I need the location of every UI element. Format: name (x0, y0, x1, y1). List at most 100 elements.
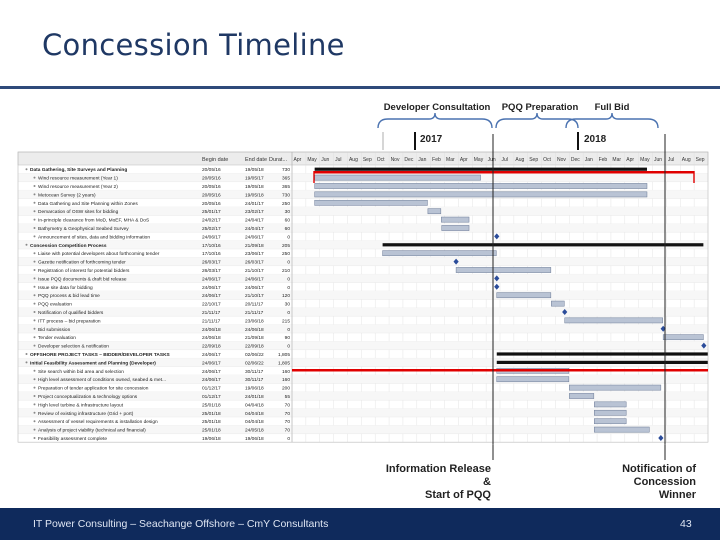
task-end-date: 04/04/18 (245, 411, 264, 417)
task-name: Notification of qualified bidders (38, 310, 104, 316)
milestone-marker (660, 325, 666, 332)
task-bullet (33, 277, 36, 280)
task-begin-date: 20/05/16 (202, 192, 221, 198)
task-bar (662, 334, 704, 341)
footer-text: IT Power Consulting – Seachange Offshore… (33, 518, 329, 530)
task-bar (496, 292, 552, 299)
task-end-date: 23/06/17 (245, 251, 264, 257)
task-name: Concession Competition Process (30, 243, 107, 249)
task-name: Bathymetry & Geophysical Seabed Survey (38, 226, 129, 232)
task-duration: 70 (285, 402, 291, 408)
task-begin-date: 24/06/17 (202, 276, 221, 282)
gantt-table: Begin date End date Durat... Apr May Jun Jul Au… (17, 134, 709, 460)
milestone-left-line2: Start of PQQ (424, 489, 491, 501)
task-bar (594, 426, 650, 433)
task-begin-date: 26/03/17 (202, 260, 221, 266)
task-end-date: 02/06/22 (245, 360, 264, 366)
task-duration: 70 (285, 419, 291, 425)
gantt-frame (17, 151, 709, 443)
task-bullet (25, 353, 28, 355)
year-label-2018: 2018 (584, 134, 607, 145)
task-duration: 30 (285, 209, 291, 215)
task-bar (441, 216, 470, 223)
milestone-right-line1: Notification of (622, 463, 696, 475)
month-label: May (474, 157, 484, 163)
task-end-date: 19/05/17 (245, 176, 264, 182)
task-bullet (33, 269, 36, 271)
month-label: Apr (294, 157, 302, 163)
task-end-date: 19/05/18 (245, 192, 264, 198)
task-duration: 60 (285, 218, 291, 224)
milestone-marker (494, 275, 500, 282)
task-bullet (33, 369, 36, 372)
task-begin-date: 19/06/18 (202, 436, 221, 442)
month-label: Sep (529, 157, 538, 163)
task-name: Liaise with potential developers about f… (38, 251, 160, 257)
task-begin-date: 25/01/18 (202, 428, 221, 434)
task-end-date: 04/04/18 (245, 419, 264, 425)
task-duration: 0 (287, 234, 290, 240)
task-begin-date: 24/06/17 (202, 352, 221, 358)
task-bullet (33, 386, 36, 389)
task-duration: 205 (282, 243, 290, 249)
milestone-concession-winner-label: Notification of Concession Winner (596, 463, 696, 502)
task-begin-date: 24/06/17 (202, 377, 221, 383)
task-name: ITT process – bid preparation (38, 318, 101, 324)
task-bullet (33, 302, 36, 305)
task-name: Wind resource measurement (Year 1) (38, 176, 118, 182)
task-end-date: 24/06/17 (245, 276, 264, 282)
row-stripe (18, 375, 708, 384)
task-bar (569, 393, 595, 399)
month-label: Nov (557, 157, 566, 163)
task-name: Data Gathering, Site Surveys and Plannin… (30, 167, 127, 173)
row-stripe (18, 274, 708, 283)
month-label: Mar (612, 157, 621, 163)
task-name: OFFSHORE PROJECT TASKS – BIDDER/DEVELOPE… (30, 352, 171, 358)
task-begin-date: 22/10/17 (202, 302, 221, 308)
task-name: Preparation of tender application for si… (38, 386, 149, 392)
task-bar (314, 183, 648, 189)
task-duration: 730 (282, 192, 290, 198)
task-bullet (33, 193, 36, 196)
task-begin-date: 20/05/16 (202, 201, 221, 207)
task-bar (314, 174, 481, 181)
task-begin-date: 21/11/17 (202, 310, 221, 316)
month-label: Dec (404, 157, 413, 163)
task-name: Metocean Survey (2 years) (38, 192, 96, 198)
phase-bracket-3 (565, 112, 659, 129)
task-name: Gazette notification of forthcoming tend… (38, 260, 126, 266)
task-bullet (33, 227, 36, 229)
task-duration: 0 (287, 327, 290, 333)
row-stripe (18, 358, 708, 367)
slide-title: Concession Timeline (42, 28, 345, 62)
row-stripe (18, 425, 708, 434)
task-bar (382, 250, 497, 257)
task-begin-date: 24/06/17 (202, 360, 221, 366)
task-end-date: 04/04/18 (245, 402, 264, 408)
task-bullet (33, 336, 36, 339)
task-begin-date: 20/05/16 (202, 167, 221, 173)
task-bullet (33, 235, 36, 238)
task-begin-date: 01/12/17 (202, 386, 221, 392)
summary-bar (496, 352, 708, 356)
month-label: May (307, 157, 317, 163)
task-end-date: 19/05/18 (245, 167, 264, 173)
task-bullet (33, 420, 36, 423)
task-end-date: 23/02/17 (245, 209, 264, 215)
month-label: Jan (585, 157, 593, 163)
milestone-marker (562, 309, 568, 315)
task-end-date: 24/06/17 (245, 285, 264, 291)
month-label: Jul (502, 157, 508, 163)
task-bullet (33, 210, 36, 213)
task-begin-date: 24/06/17 (202, 285, 221, 291)
column-header-end: End date (245, 157, 267, 163)
task-end-date: 21/09/18 (245, 335, 264, 341)
task-begin-date: 24/06/17 (202, 369, 221, 375)
task-begin-date: 01/12/17 (202, 394, 221, 400)
task-begin-date: 24/02/17 (202, 218, 221, 224)
task-end-date: 24/04/17 (245, 218, 264, 224)
month-label: Jun (654, 157, 662, 163)
task-begin-date: 25/01/18 (202, 411, 221, 417)
page-number: 43 (680, 518, 692, 530)
